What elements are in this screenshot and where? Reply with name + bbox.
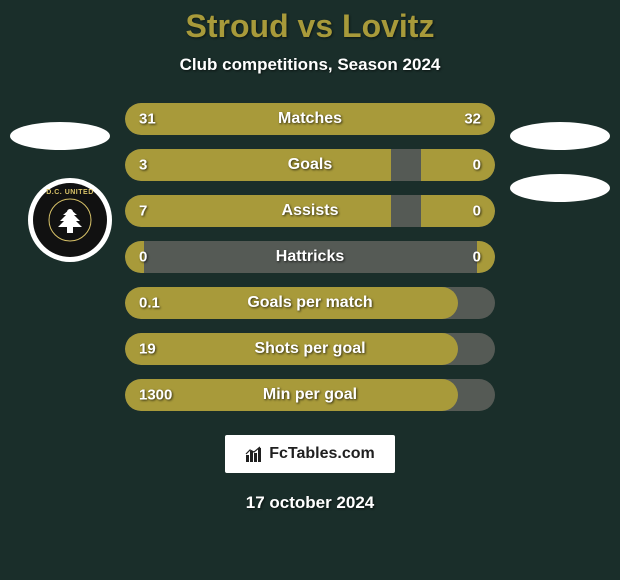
stat-value-right: 32 <box>464 111 481 128</box>
stat-row: 3 0 Goals <box>125 149 495 181</box>
stat-value-right: 0 <box>473 157 481 174</box>
stat-row: 0 0 Hattricks <box>125 241 495 273</box>
stat-label: Goals per match <box>247 294 372 312</box>
stat-value-left: 3 <box>139 157 147 174</box>
stat-value-left: 31 <box>139 111 156 128</box>
stat-label: Assists <box>282 202 339 220</box>
stat-bar-right <box>421 149 495 181</box>
stat-value-left: 0.1 <box>139 295 160 312</box>
comparison-card: Stroud vs Lovitz Club competitions, Seas… <box>0 0 620 580</box>
eagle-icon <box>47 197 93 243</box>
stat-label: Matches <box>278 110 342 128</box>
stat-row: 7 0 Assists <box>125 195 495 227</box>
stat-value-left: 0 <box>139 249 147 266</box>
stat-value-left: 7 <box>139 203 147 220</box>
stat-value-right: 0 <box>473 249 481 266</box>
stat-row: 0.1 Goals per match <box>125 287 495 319</box>
player-avatar-placeholder-left <box>10 122 110 150</box>
stat-label: Shots per goal <box>254 340 365 358</box>
stat-value-left: 1300 <box>139 387 172 404</box>
player-avatar-placeholder-right-1 <box>510 122 610 150</box>
stat-row: 19 Shots per goal <box>125 333 495 365</box>
stat-bars: 31 32 Matches 3 0 Goals 7 0 Assists 0 0 Hattricks 0.… <box>125 103 495 411</box>
stat-label: Goals <box>288 156 332 174</box>
stat-label: Min per goal <box>263 386 357 404</box>
player-avatar-placeholder-right-2 <box>510 174 610 202</box>
date-text: 17 october 2024 <box>246 493 375 513</box>
stat-row: 31 32 Matches <box>125 103 495 135</box>
stat-bar-left <box>125 149 391 181</box>
stat-bar-right <box>421 195 495 227</box>
brand-text: FcTables.com <box>269 445 375 463</box>
stat-bar-left <box>125 195 391 227</box>
page-subtitle: Club competitions, Season 2024 <box>180 55 441 75</box>
stat-value-right: 0 <box>473 203 481 220</box>
bar-chart-icon <box>245 445 263 463</box>
brand-box: FcTables.com <box>225 435 395 473</box>
team-badge: D.C. UNITED <box>28 178 112 262</box>
team-badge-inner: D.C. UNITED <box>33 183 107 257</box>
page-title: Stroud vs Lovitz <box>186 8 435 45</box>
stat-value-left: 19 <box>139 341 156 358</box>
stat-label: Hattricks <box>276 248 344 266</box>
team-badge-label: D.C. UNITED <box>46 189 94 196</box>
stat-row: 1300 Min per goal <box>125 379 495 411</box>
